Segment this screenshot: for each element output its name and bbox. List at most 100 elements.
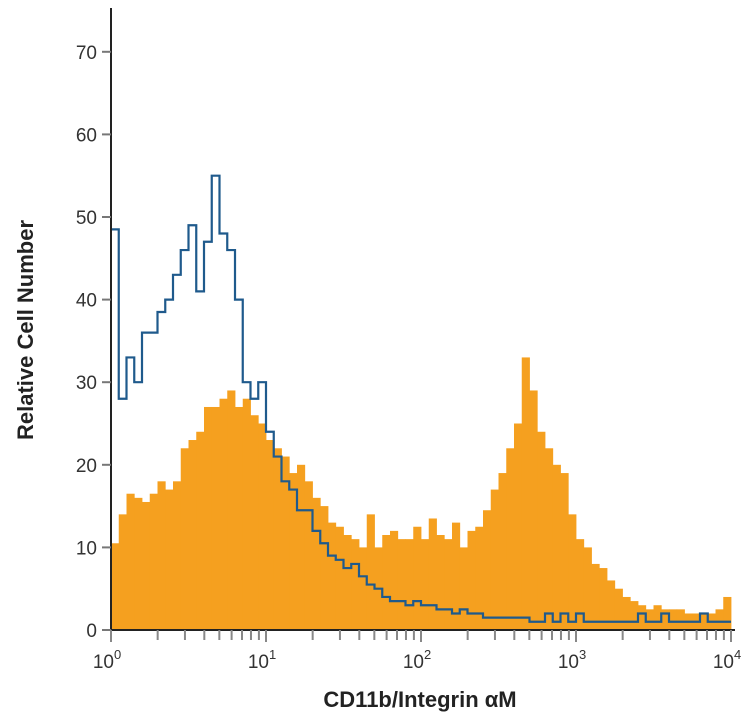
histogram-bar xyxy=(498,473,507,630)
histogram-bar xyxy=(281,456,290,630)
x-tick-exponent: 3 xyxy=(579,647,586,662)
filled-histogram xyxy=(111,357,732,630)
histogram-bar xyxy=(622,596,631,630)
y-tick-label: 30 xyxy=(76,373,97,394)
histogram-bar xyxy=(436,535,445,630)
y-tick-label: 0 xyxy=(86,621,97,642)
histogram-bar xyxy=(676,609,685,630)
histogram-bar xyxy=(219,398,228,630)
x-tick-label: 102 xyxy=(403,647,431,673)
histogram-bar xyxy=(142,501,151,630)
y-tick-label: 60 xyxy=(76,125,97,146)
histogram-bar xyxy=(428,518,437,630)
histogram-bar xyxy=(390,530,399,630)
y-tick-label: 70 xyxy=(76,43,97,64)
histogram-bar xyxy=(490,489,499,630)
histogram-bar xyxy=(211,406,220,630)
histogram-bar xyxy=(320,506,329,630)
histogram-bar xyxy=(397,539,406,630)
y-tick-label: 40 xyxy=(76,291,97,312)
histogram-bar xyxy=(165,489,174,630)
histogram-bar xyxy=(227,390,236,630)
histogram-bar xyxy=(297,464,306,630)
y-tick-label: 50 xyxy=(76,208,97,229)
y-tick-label: 10 xyxy=(76,538,97,559)
histogram-bar xyxy=(715,609,724,630)
histogram-bar xyxy=(638,605,647,630)
histogram-bar xyxy=(700,613,709,630)
histogram-bar xyxy=(149,493,158,630)
histogram-bar xyxy=(529,390,538,630)
histogram-bar xyxy=(134,497,143,630)
x-tick-exponent: 4 xyxy=(734,647,741,662)
x-tick-label: 100 xyxy=(93,647,121,673)
histogram-bar xyxy=(560,473,569,630)
histogram-bar xyxy=(328,522,337,630)
histogram-bar xyxy=(599,568,608,630)
histogram-bar xyxy=(514,423,523,630)
histogram-bar xyxy=(405,539,414,630)
histogram-bar xyxy=(661,609,670,630)
y-tick-label: 20 xyxy=(76,456,97,477)
histogram-bar xyxy=(545,448,554,630)
histogram-bar xyxy=(126,493,135,630)
histogram-bar xyxy=(452,522,461,630)
histogram-bar xyxy=(111,543,120,630)
histogram-bar xyxy=(173,481,182,630)
histogram-bar xyxy=(266,440,275,630)
histogram-bar xyxy=(583,547,592,630)
outline-histogram xyxy=(111,174,731,623)
histogram-bar xyxy=(304,481,313,630)
x-tick-label: 104 xyxy=(713,647,741,673)
x-tick-exponent: 1 xyxy=(269,647,276,662)
histogram-bar xyxy=(576,539,585,630)
histogram-bar xyxy=(343,535,352,630)
histogram-bar xyxy=(235,406,244,630)
histogram-bar xyxy=(382,535,391,630)
histogram-bar xyxy=(421,539,430,630)
histogram-bar xyxy=(568,514,577,630)
histogram-bar xyxy=(359,547,368,630)
histogram-bar xyxy=(591,563,600,630)
histogram-bar xyxy=(118,514,127,630)
histogram-bar xyxy=(723,596,732,630)
histogram-bar xyxy=(552,464,561,630)
histogram-bar xyxy=(196,431,205,630)
x-tick-exponent: 2 xyxy=(424,647,431,662)
histogram-bar xyxy=(366,514,375,630)
histogram-bar xyxy=(188,440,197,630)
histogram-bar xyxy=(250,415,259,630)
histogram-bar xyxy=(335,526,344,630)
histogram-bar xyxy=(204,406,213,630)
histogram-bar xyxy=(242,398,251,630)
histogram-bar xyxy=(289,473,298,630)
histogram-bar xyxy=(483,510,492,630)
histogram-bar xyxy=(180,448,189,630)
histogram-bar xyxy=(653,605,662,630)
histogram-bar xyxy=(312,497,321,630)
histogram-bar xyxy=(157,481,166,630)
histogram-bar xyxy=(521,357,530,630)
histogram-bar xyxy=(614,588,623,630)
histogram-bar xyxy=(459,547,468,630)
x-tick-exponent: 0 xyxy=(114,647,121,662)
histogram-bar xyxy=(537,431,546,630)
y-axis-title: Relative Cell Number xyxy=(13,220,38,441)
histogram-bar xyxy=(475,526,484,630)
histogram-bar xyxy=(645,609,654,630)
x-tick-label: 103 xyxy=(558,647,586,673)
x-axis-title: CD11b/Integrin αM xyxy=(323,687,516,712)
histogram-bar xyxy=(258,423,267,630)
histogram-bar xyxy=(607,580,616,630)
histogram-bar xyxy=(444,539,453,630)
histogram-bar xyxy=(669,609,678,630)
histogram-bar xyxy=(273,448,282,630)
histogram-bar xyxy=(630,601,639,630)
histogram-bar xyxy=(467,530,476,630)
x-tick-label: 101 xyxy=(248,647,276,673)
histogram-bar xyxy=(413,526,422,630)
histogram-bar xyxy=(351,539,360,630)
histogram-bar xyxy=(506,448,515,630)
